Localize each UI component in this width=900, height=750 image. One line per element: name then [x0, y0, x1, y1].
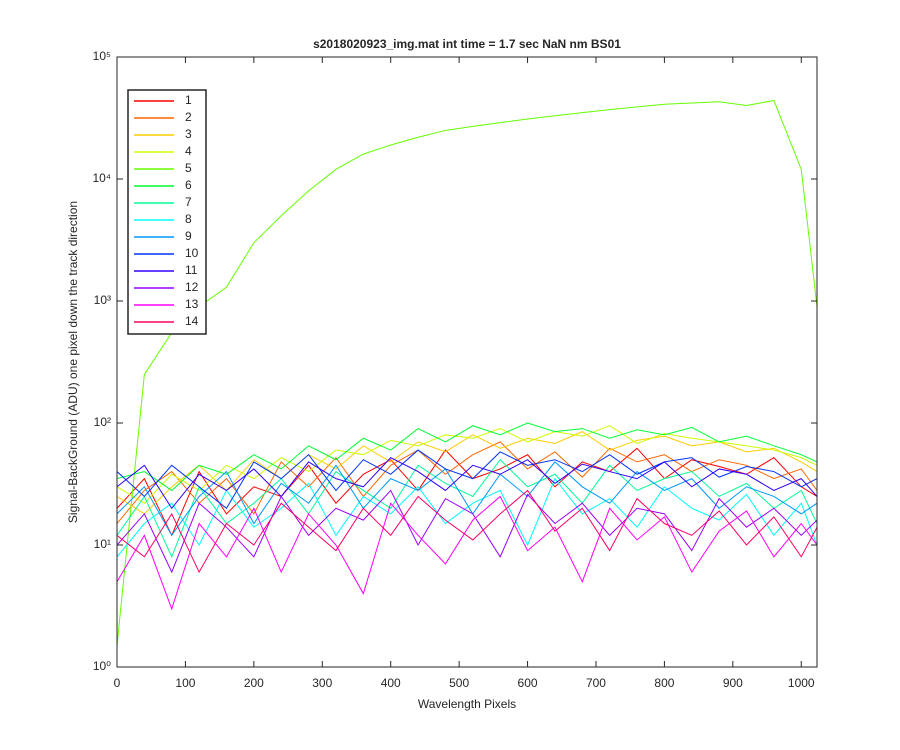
legend-label: 5 [185, 161, 192, 175]
series-line [117, 449, 817, 510]
series-line [117, 458, 817, 559]
legend-label: 4 [185, 144, 192, 158]
series-line [117, 422, 817, 492]
legend-label: 14 [185, 314, 199, 328]
legend-label: 8 [185, 212, 192, 226]
x-tick-label: 100 [175, 676, 195, 690]
series-line [117, 425, 817, 504]
x-tick-label: 800 [654, 676, 674, 690]
legend-label: 9 [185, 229, 192, 243]
x-tick-label: 1000 [788, 676, 815, 690]
x-tick-label: 200 [244, 676, 264, 690]
x-tick-label: 500 [449, 676, 469, 690]
legend-box [127, 89, 207, 335]
legend-label: 13 [185, 297, 199, 311]
y-tick-label: 10⁰ [93, 659, 111, 673]
x-tick-label: 400 [381, 676, 401, 690]
x-axis-label: Wavelength Pixels [418, 697, 516, 711]
series-line [117, 431, 817, 515]
plot-frame [116, 56, 818, 668]
y-axis-label: Signal-BackGround (ADU) one pixel down t… [66, 201, 80, 523]
chart-title: s2018020923_img.mat int time = 1.7 sec N… [313, 37, 621, 51]
series-line [117, 441, 817, 524]
x-tick-label: 700 [586, 676, 606, 690]
legend-label: 3 [185, 127, 192, 141]
series-line [117, 489, 817, 574]
series-line [117, 489, 817, 574]
y-tick-label: 10² [94, 415, 111, 429]
y-tick-label: 10⁵ [93, 49, 111, 63]
x-tick-label: 900 [723, 676, 743, 690]
plot-lines [117, 99, 817, 646]
series-line [117, 99, 817, 646]
x-tick-label: 600 [518, 676, 538, 690]
legend-label: 11 [185, 263, 198, 277]
series-line [117, 457, 817, 510]
y-tick-label: 10³ [94, 293, 111, 307]
legend-label: 2 [185, 110, 192, 124]
legend-label: 7 [185, 195, 192, 209]
legend-label: 6 [185, 178, 192, 192]
legend-label: 12 [185, 280, 199, 294]
y-tick-label: 10⁴ [92, 171, 111, 185]
legend-label: 1 [185, 93, 192, 107]
x-tick-label: 300 [312, 676, 332, 690]
series-line [117, 495, 817, 611]
x-tick-label: 0 [114, 676, 121, 690]
y-tick-label: 10¹ [94, 537, 111, 551]
legend-label: 10 [185, 246, 199, 260]
